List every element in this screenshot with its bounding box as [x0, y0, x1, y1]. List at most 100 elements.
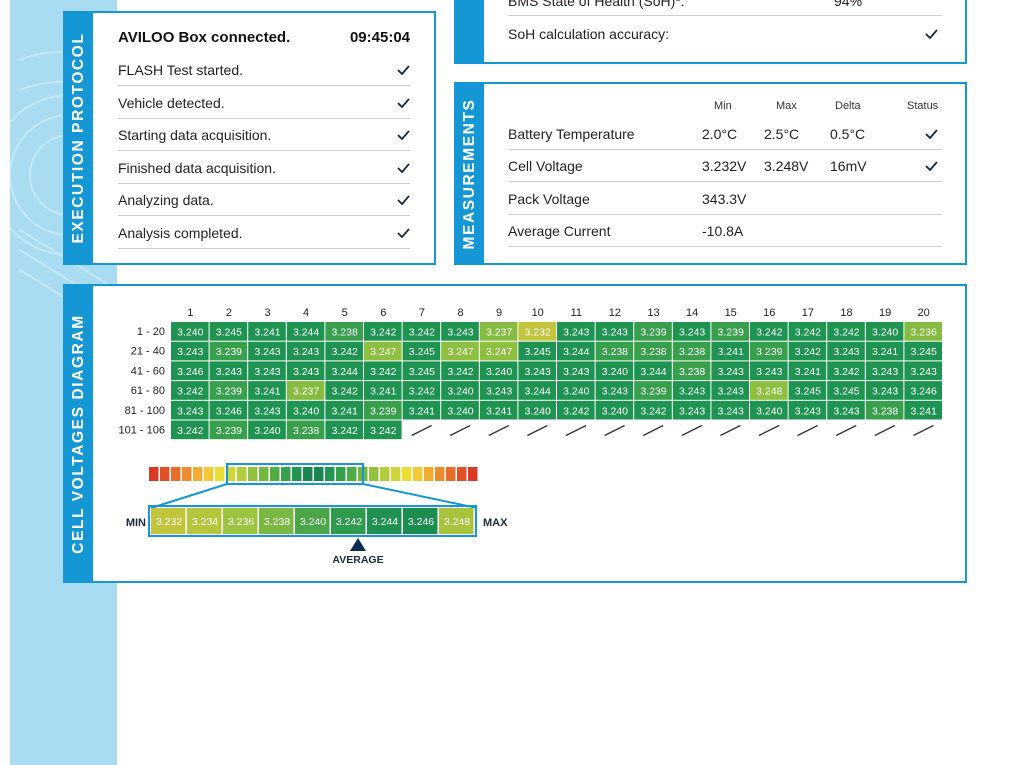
voltage-value: 3.240 [486, 366, 512, 378]
column-header: 10 [532, 307, 544, 319]
voltage-cell [518, 361, 556, 381]
empty-cell-slash [913, 424, 934, 437]
voltage-cell [672, 341, 711, 361]
soh-panel-tab [456, 0, 484, 62]
voltage-value: 3.245 [833, 386, 859, 398]
voltage-value: 3.241 [254, 327, 280, 339]
step-label: Finished data acquisition. [118, 159, 276, 176]
voltage-cell [634, 322, 672, 341]
voltage-cell [904, 341, 942, 361]
column-header: 11 [571, 307, 582, 319]
measurement-min: 343.3V [702, 190, 747, 207]
measurements-panel: MEASUREMENTS Min Max Delta Status Batter… [454, 82, 967, 265]
gradient-segment [435, 467, 445, 481]
voltage-value: 3.245 [795, 386, 821, 398]
voltage-cell [672, 400, 711, 420]
voltage-value: 3.243 [679, 405, 705, 417]
voltage-cell [750, 341, 788, 361]
voltage-cell [479, 381, 518, 400]
voltage-cell [248, 400, 286, 420]
voltage-cell [518, 322, 556, 341]
voltage-cell [827, 381, 865, 400]
gradient-segment [281, 467, 291, 481]
voltage-value: 3.243 [216, 366, 242, 378]
header-delta: Delta [835, 100, 861, 112]
voltage-value: 3.247 [486, 346, 512, 358]
gradient-segment [413, 467, 423, 481]
voltage-cell [557, 322, 595, 341]
voltage-value: 3.239 [640, 386, 666, 398]
voltage-cell [788, 341, 827, 361]
voltage-value: 3.242 [332, 346, 358, 358]
voltage-cell [402, 361, 441, 381]
column-header: 9 [496, 307, 502, 319]
voltage-cell [634, 400, 672, 420]
row-label: 41 - 60 [131, 365, 165, 377]
voltage-cell [441, 341, 479, 361]
voltage-cell [209, 381, 248, 400]
voltage-value: 3.242 [833, 366, 859, 378]
legend-value: 3.238 [264, 516, 290, 528]
voltage-value: 3.243 [679, 386, 705, 398]
average-marker-icon [350, 538, 366, 551]
voltage-value: 3.232 [525, 327, 551, 339]
column-header: 20 [918, 307, 930, 319]
step-label: Vehicle detected. [118, 94, 225, 111]
row-label: 81 - 100 [125, 405, 165, 417]
execution-header: AVILOO Box connected. 09:45:04 [118, 29, 410, 46]
voltage-cell [634, 361, 672, 381]
gradient-segment [292, 467, 302, 481]
voltage-value: 3.238 [332, 327, 358, 339]
gradient-segment [347, 467, 357, 481]
voltage-value: 3.244 [640, 366, 666, 378]
column-header: 4 [303, 307, 309, 319]
voltage-value: 3.243 [718, 405, 744, 417]
voltage-value: 3.243 [872, 366, 898, 378]
voltage-cell [711, 381, 749, 400]
cell-voltages-tab: CELL VOLTAGES DIAGRAM [65, 286, 93, 581]
voltage-value: 3.243 [177, 346, 203, 358]
voltage-value: 3.239 [216, 346, 242, 358]
row-label: 21 - 40 [131, 346, 165, 358]
voltage-value: 3.240 [872, 327, 898, 339]
legend-value: 3.248 [444, 516, 470, 528]
voltage-value: 3.238 [679, 346, 705, 358]
legend-value: 3.234 [192, 516, 218, 528]
check-icon [397, 225, 410, 241]
voltage-value: 3.241 [911, 405, 937, 417]
voltage-cell [479, 361, 518, 381]
voltage-value: 3.243 [756, 366, 782, 378]
row-label: 1 - 20 [137, 326, 165, 338]
voltage-value: 3.243 [795, 405, 821, 417]
voltage-cell [248, 322, 286, 341]
voltage-cell [865, 322, 904, 341]
measurement-delta: 16mV [830, 157, 867, 174]
voltage-value: 3.237 [293, 386, 319, 398]
measurement-label: Battery Temperature [508, 125, 635, 142]
voltage-value: 3.243 [293, 346, 319, 358]
voltage-cell [364, 322, 402, 341]
legend-value: 3.244 [372, 516, 398, 528]
legend-swatch [439, 508, 474, 534]
soh-accuracy-label: SoH calculation accuracy: [508, 26, 670, 42]
legend-value: 3.242 [336, 516, 362, 528]
voltage-value: 3.240 [602, 405, 628, 417]
voltage-cell [827, 400, 865, 420]
voltage-cell [286, 381, 325, 400]
voltage-value: 3.239 [756, 346, 782, 358]
voltage-value: 3.240 [563, 386, 589, 398]
voltage-value: 3.242 [370, 327, 396, 339]
voltage-value: 3.243 [293, 366, 319, 378]
voltage-value: 3.242 [177, 386, 203, 398]
header-max: Max [776, 100, 797, 112]
voltage-cell [865, 381, 904, 400]
protocol-step: Vehicle detected. [118, 88, 410, 119]
measurement-label: Cell Voltage [508, 157, 583, 174]
voltage-cell [286, 341, 325, 361]
measurement-row: Pack Voltage 343.3V [508, 183, 942, 215]
gradient-segment [380, 467, 390, 481]
voltage-cell [364, 420, 402, 440]
measurement-row: Average Current -10.8A [508, 215, 942, 247]
gradient-segment [160, 467, 170, 481]
protocol-step: Starting data acquisition. [118, 120, 410, 151]
